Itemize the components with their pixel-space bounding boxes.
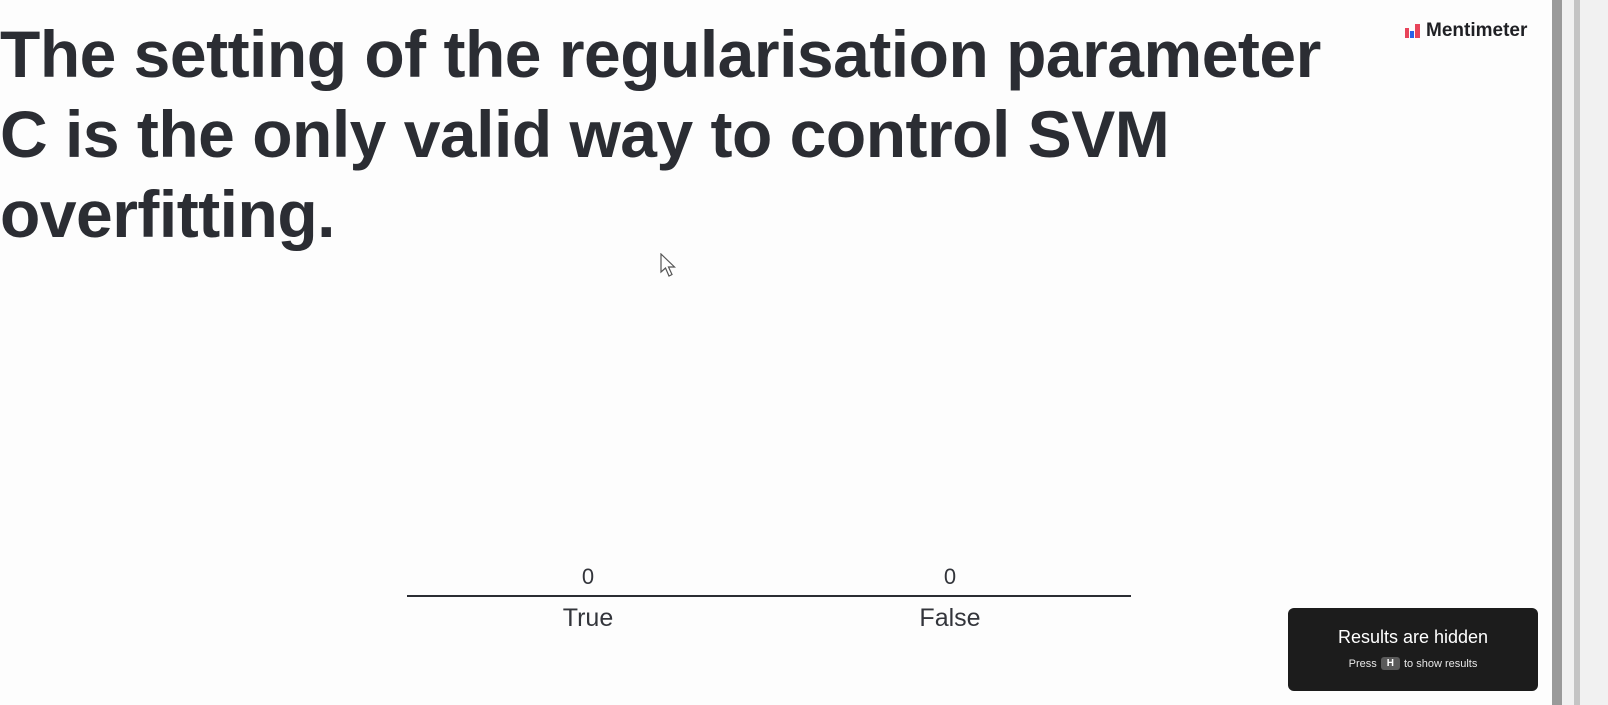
vertical-scrollbar[interactable] xyxy=(1552,0,1562,705)
brand-name: Mentimeter xyxy=(1426,20,1528,41)
mentimeter-brand: Mentimeter xyxy=(1405,20,1527,42)
question-title: The setting of the regularisation parame… xyxy=(0,17,1321,251)
results-hidden-hint: Press H to show results xyxy=(1288,657,1538,670)
mouse-pointer-icon xyxy=(660,253,676,277)
category-label-false: False xyxy=(919,604,980,632)
keyboard-key-h[interactable]: H xyxy=(1380,657,1400,670)
category-label-true: True xyxy=(563,604,613,632)
results-bar-chart: 0 True 0 False xyxy=(407,564,1131,632)
results-hidden-title: Results are hidden xyxy=(1337,627,1489,647)
window-right-edge xyxy=(1552,0,1608,705)
mentimeter-logo-icon xyxy=(1405,24,1420,38)
hint-prefix: Press xyxy=(1348,657,1377,670)
value-label-true: 0 xyxy=(582,564,594,589)
value-label-false: 0 xyxy=(944,564,956,589)
results-hidden-notice: Results are hidden Press H to show resul… xyxy=(1288,608,1538,691)
hint-suffix: to show results xyxy=(1403,657,1478,670)
presentation-slide: The setting of the regularisation parame… xyxy=(0,17,1538,691)
window-border xyxy=(1574,0,1580,705)
